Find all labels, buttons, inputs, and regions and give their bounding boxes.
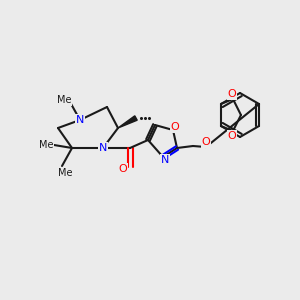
Text: Me: Me (58, 168, 72, 178)
Text: N: N (76, 115, 84, 125)
Text: O: O (202, 137, 210, 147)
Text: Me: Me (39, 140, 53, 150)
Text: N: N (161, 155, 169, 165)
Polygon shape (118, 116, 137, 128)
Text: O: O (118, 164, 127, 174)
Text: O: O (228, 131, 236, 141)
Text: O: O (171, 122, 179, 132)
Text: O: O (228, 89, 236, 99)
Text: N: N (99, 143, 107, 153)
Text: Me: Me (57, 95, 71, 105)
